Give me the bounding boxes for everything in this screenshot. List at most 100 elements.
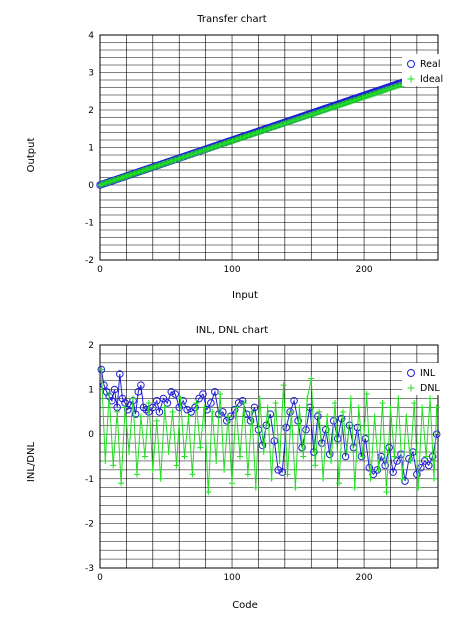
data-point-inl — [207, 399, 215, 407]
chart-title: Transfer chart — [196, 14, 266, 25]
data-point-dnl — [324, 413, 331, 420]
data-point-dnl — [280, 382, 287, 389]
data-point-inl — [290, 396, 298, 405]
data-point-inl — [195, 394, 203, 403]
data-point-dnl — [236, 453, 243, 460]
data-point-dnl — [371, 413, 378, 420]
data-point-dnl — [359, 453, 366, 460]
data-point-dnl — [244, 471, 251, 478]
data-point-inl — [424, 461, 433, 470]
legend: INL DNL — [402, 363, 442, 395]
legend-label-ideal: Ideal — [420, 74, 443, 85]
data-point-dnl — [225, 413, 232, 420]
data-point-inl — [405, 454, 413, 463]
data-point-inl — [413, 470, 421, 479]
data-point-dnl — [427, 395, 434, 402]
data-point-dnl — [431, 475, 438, 482]
data-point-dnl — [197, 444, 204, 451]
data-point-dnl — [232, 404, 239, 411]
data-point-inl — [118, 394, 127, 403]
data-point-dnl — [320, 475, 327, 482]
data-point-inl — [432, 430, 441, 439]
data-point-dnl — [169, 408, 176, 415]
data-point-dnl — [367, 475, 374, 482]
data-point-dnl — [252, 484, 259, 491]
data-point-dnl — [355, 404, 362, 411]
data-point-dnl — [308, 375, 315, 382]
data-point-inl — [365, 463, 374, 472]
data-point-inl — [238, 396, 247, 405]
x-tick-label: 200 — [355, 265, 372, 275]
data-point-inl — [187, 408, 195, 416]
data-point-dnl — [229, 480, 236, 487]
data-point-inl — [274, 466, 283, 474]
x-tick-label: 100 — [223, 265, 240, 275]
data-point-dnl — [110, 462, 117, 469]
series-line-dnl — [100, 369, 438, 493]
data-point-dnl — [149, 466, 156, 473]
data-point-inl — [258, 441, 267, 450]
data-point-dnl — [343, 449, 350, 456]
data-point-dnl — [304, 395, 311, 402]
data-point-dnl — [209, 408, 216, 415]
x-tick-label: 0 — [97, 573, 103, 583]
data-point-dnl — [312, 462, 319, 469]
data-point-inl — [131, 410, 140, 418]
data-point-dnl — [328, 457, 335, 464]
data-point-dnl — [201, 404, 208, 411]
data-point-inl — [110, 385, 119, 394]
data-point-dnl — [221, 466, 228, 473]
data-point-inl — [171, 390, 180, 398]
y-tick-label: 0 — [88, 430, 94, 440]
tick-labels: 0 100 200 -3 -2 -1 0 1 2 — [85, 341, 373, 583]
y-tick-label: -3 — [85, 564, 94, 574]
data-point-dnl — [411, 399, 418, 406]
data-point-inl — [159, 394, 168, 403]
data-point-inl — [199, 390, 207, 398]
data-point-dnl — [387, 404, 394, 411]
data-point-dnl — [399, 475, 406, 482]
data-point-dnl — [423, 453, 430, 460]
x-axis-label: Code — [232, 600, 258, 611]
data-point-dnl — [339, 408, 346, 415]
data-point-inl — [211, 388, 219, 396]
data-point-dnl — [106, 391, 113, 398]
legend: Real Ideal — [402, 54, 443, 86]
data-point-inl — [270, 437, 279, 445]
data-point-dnl — [375, 466, 382, 473]
data-point-inl — [102, 388, 111, 396]
data-point-inl — [155, 408, 164, 416]
data-point-dnl — [347, 395, 354, 402]
data-point-inl — [393, 457, 401, 465]
data-point-dnl — [153, 417, 160, 424]
data-point-inl — [278, 468, 287, 476]
data-point-inl — [389, 468, 397, 476]
data-point-inl — [302, 425, 310, 434]
data-point-dnl — [213, 457, 220, 464]
data-point-dnl — [217, 391, 224, 398]
data-point-dnl — [185, 413, 192, 420]
data-point-dnl — [391, 453, 398, 460]
data-point-inl — [139, 403, 148, 412]
transfer-chart: Transfer chart 0 100 200 -2 -1 0 1 2 3 4 Input Ou… — [26, 14, 443, 301]
data-point-dnl — [284, 471, 291, 478]
data-point-inl — [337, 414, 346, 423]
data-point-inl — [250, 403, 259, 412]
y-tick-label: -2 — [85, 256, 94, 266]
data-point-dnl — [272, 399, 279, 406]
data-point-dnl — [137, 413, 144, 420]
inl-dnl-chart: INL, DNL chart 0 100 200 -3 -2 -1 0 1 2 Code INL… — [26, 325, 442, 611]
x-axis-label: Input — [232, 290, 258, 301]
data-point-dnl — [395, 395, 402, 402]
data-point-dnl — [102, 457, 109, 464]
y-axis-label: INL/DNL — [26, 442, 37, 483]
data-layer — [96, 66, 442, 189]
tick-labels: 0 100 200 -2 -1 0 1 2 3 4 — [85, 31, 373, 275]
data-point-inl — [183, 405, 191, 414]
data-point-dnl — [296, 404, 303, 411]
data-point-dnl — [248, 408, 255, 415]
data-point-inl — [222, 417, 231, 425]
data-point-dnl — [130, 395, 137, 402]
data-point-inl — [294, 417, 302, 425]
data-point-dnl — [133, 471, 140, 478]
